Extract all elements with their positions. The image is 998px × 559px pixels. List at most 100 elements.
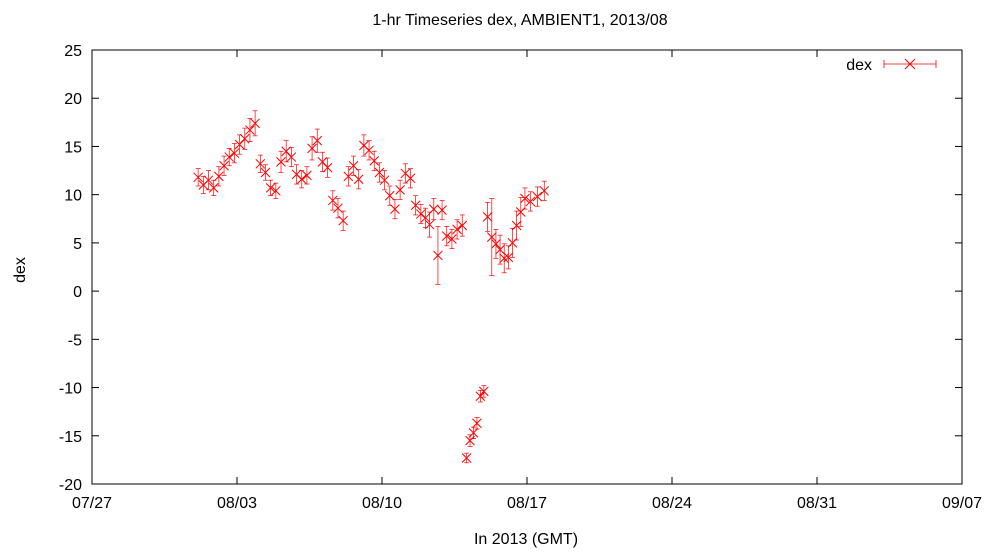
data-point: [405, 168, 416, 189]
data-point: [433, 226, 443, 285]
data-point: [379, 170, 390, 191]
point-marker: [441, 231, 452, 241]
point-marker: [260, 167, 271, 178]
point-marker: [437, 205, 447, 215]
point-marker: [452, 224, 462, 235]
x-tick-label: 08/10: [362, 495, 402, 512]
point-marker: [338, 215, 349, 226]
point-marker: [447, 234, 457, 244]
x-tick-label: 08/17: [507, 495, 547, 512]
data-point: [472, 417, 482, 430]
point-marker: [433, 250, 443, 261]
data-point: [539, 180, 550, 201]
point-marker: [532, 191, 543, 202]
y-tick-label: 25: [64, 43, 82, 60]
x-tick-label: 08/31: [797, 495, 837, 512]
data-point: [307, 136, 317, 161]
data-point: [457, 214, 468, 237]
point-marker: [495, 244, 505, 255]
data-point: [482, 202, 493, 232]
point-marker: [348, 160, 359, 171]
point-marker: [343, 171, 354, 182]
y-tick-label: 20: [64, 91, 82, 108]
point-marker: [214, 171, 224, 182]
legend-label: dex: [846, 57, 872, 74]
data-point: [359, 134, 369, 157]
x-tick-label: 07/27: [72, 495, 112, 512]
x-tick-label: 08/03: [217, 495, 257, 512]
point-marker: [364, 145, 374, 156]
point-marker: [465, 435, 475, 446]
point-marker: [229, 148, 240, 159]
point-marker: [468, 428, 479, 438]
y-tick-label: 15: [64, 139, 82, 156]
point-marker: [307, 143, 317, 154]
y-tick-label: 5: [73, 236, 82, 253]
point-marker: [255, 158, 266, 169]
point-marker: [286, 152, 297, 162]
data-point: [478, 385, 489, 398]
data-point: [499, 243, 510, 274]
data-point: [495, 234, 505, 265]
data-point: [410, 195, 421, 216]
data-point: [507, 228, 518, 258]
data-point: [245, 118, 255, 142]
data-point: [475, 390, 486, 403]
data-point: [214, 166, 224, 187]
data-point: [395, 179, 405, 200]
point-marker: [379, 175, 390, 186]
point-marker: [475, 391, 486, 402]
y-tick-label: -10: [59, 381, 82, 398]
point-marker: [457, 220, 468, 231]
point-marker: [302, 170, 312, 181]
data-point: [312, 128, 323, 153]
y-tick-label: -20: [59, 477, 82, 494]
point-marker: [405, 173, 416, 184]
point-marker: [322, 162, 333, 173]
legend: dex: [846, 57, 937, 74]
plot-frame: [91, 49, 963, 485]
point-marker: [296, 174, 307, 185]
data-point: [265, 179, 276, 196]
data-point: [525, 191, 536, 212]
point-marker: [520, 193, 530, 204]
y-tick-label: 10: [64, 188, 82, 205]
data-point: [270, 182, 281, 199]
x-tick-label: 08/24: [652, 495, 692, 512]
point-marker: [428, 204, 439, 214]
point-marker: [270, 185, 281, 196]
chart-title: 1-hr Timeseries dex, AMBIENT1, 2013/08: [372, 12, 667, 29]
point-marker: [478, 386, 489, 397]
data-point: [348, 155, 359, 176]
data-point: [441, 226, 452, 247]
point-marker: [276, 157, 286, 167]
data-point: [515, 197, 526, 227]
data-point: [511, 210, 522, 241]
point-marker: [420, 212, 431, 223]
data-point: [250, 110, 260, 137]
point-marker: [384, 190, 395, 201]
point-marker: [224, 152, 235, 162]
data-point: [424, 211, 435, 238]
point-marker: [472, 418, 482, 429]
data-point: [353, 169, 364, 190]
data-point: [384, 185, 395, 206]
point-marker: [203, 175, 214, 186]
point-marker: [424, 219, 435, 230]
data-point: [229, 143, 240, 164]
data-point: [302, 166, 312, 185]
point-marker: [265, 183, 276, 193]
data-point: [296, 170, 307, 189]
legend-marker: [904, 58, 916, 70]
data-point: [327, 190, 338, 211]
data-point: [461, 452, 472, 464]
data-point: [276, 150, 286, 173]
point-marker: [395, 184, 405, 195]
point-marker: [482, 211, 493, 222]
point-marker: [193, 172, 204, 183]
y-axis-label: dex: [12, 257, 29, 283]
data-point: [224, 148, 235, 167]
data-point: [520, 187, 530, 210]
data-point: [317, 151, 328, 172]
